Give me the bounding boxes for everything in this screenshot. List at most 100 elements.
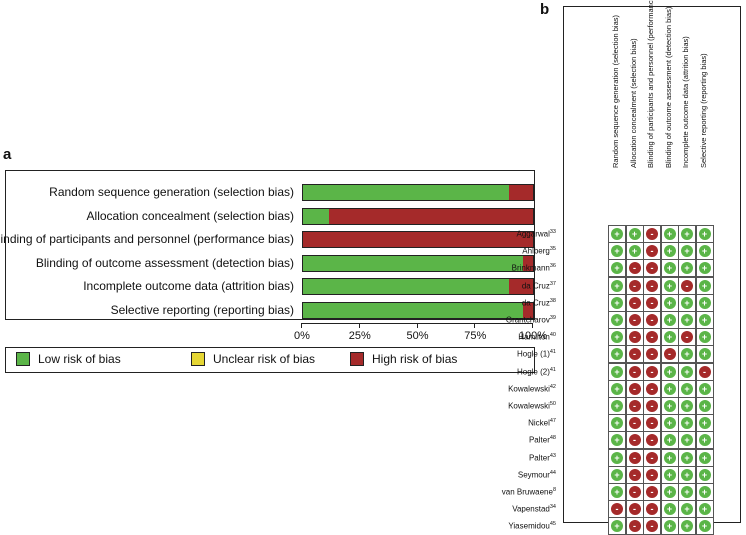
low-risk-marker: + xyxy=(663,400,676,412)
row-label: Random sequence generation (selection bi… xyxy=(49,185,294,199)
study-name: Palter xyxy=(528,436,550,446)
low-risk-marker: + xyxy=(611,417,623,430)
study-label: Aggarwal33 xyxy=(517,229,556,239)
grid-cell: - xyxy=(643,483,661,501)
high-risk-marker: - xyxy=(646,451,658,464)
high-risk-marker: - xyxy=(628,365,641,378)
study-reference: 45 xyxy=(549,521,556,528)
low-risk-marker: + xyxy=(698,314,711,326)
low-risk-marker: + xyxy=(698,262,711,275)
stacked-bar xyxy=(302,254,534,272)
low-risk-marker: + xyxy=(681,400,693,412)
x-tick-label: 25% xyxy=(348,330,371,342)
grid-cell: + xyxy=(695,379,714,398)
grid-cell: + xyxy=(660,311,679,329)
study-name: Kowalewski xyxy=(508,401,550,411)
grid-cell: - xyxy=(643,500,661,519)
low-risk-marker: + xyxy=(681,434,693,447)
panel-a-label: a xyxy=(3,146,12,163)
grid-cell: + xyxy=(678,293,696,312)
grid-cell: + xyxy=(608,379,626,398)
high-risk-marker: - xyxy=(628,468,641,481)
high-risk-marker: - xyxy=(628,520,641,533)
x-tick-label: 75% xyxy=(464,330,487,342)
high-risk-marker: - xyxy=(646,348,658,361)
grid-cell: + xyxy=(660,500,679,519)
low-risk-marker: + xyxy=(681,451,693,464)
bar-segment xyxy=(303,279,510,294)
x-tick-label: 0% xyxy=(294,330,310,342)
grid-cell: - xyxy=(643,362,661,381)
bar-segment xyxy=(328,208,533,224)
high-risk-marker: - xyxy=(628,434,641,447)
grid-cell: - xyxy=(678,328,696,347)
grid-cell: + xyxy=(660,259,679,278)
grid-cell: + xyxy=(695,431,714,450)
grid-cell: + xyxy=(660,431,679,450)
low-risk-marker: + xyxy=(698,503,711,516)
high-risk-marker: - xyxy=(628,331,641,344)
grid-cell: - xyxy=(625,328,644,347)
low-risk-marker: + xyxy=(681,262,693,275)
grid-cell: + xyxy=(695,328,714,347)
high-risk-marker: - xyxy=(698,365,711,378)
grid-cell: + xyxy=(608,397,626,415)
study-reference: 50 xyxy=(549,401,556,407)
high-risk-marker: - xyxy=(646,331,658,344)
grid-cell: + xyxy=(695,517,714,535)
low-risk-marker: + xyxy=(698,468,711,481)
study-label: Kowalewski50 xyxy=(508,401,556,411)
high-risk-marker: - xyxy=(646,503,658,516)
legend-label: Unclear risk of bias xyxy=(213,352,316,366)
study-name: Ahlberg xyxy=(522,246,550,256)
grid-cell: - xyxy=(678,276,696,295)
bar-segment xyxy=(303,232,533,247)
high-risk-marker: - xyxy=(646,468,658,481)
grid-cell: + xyxy=(608,276,626,295)
high-risk-marker: - xyxy=(646,279,658,292)
low-risk-marker: + xyxy=(663,331,676,344)
stacked-bar xyxy=(302,184,534,201)
high-risk-marker: - xyxy=(628,400,641,412)
high-risk-marker: - xyxy=(681,279,693,292)
x-tick xyxy=(532,323,533,328)
grid-cell: + xyxy=(678,414,696,433)
bar-segment xyxy=(523,255,533,271)
grid-cell: + xyxy=(608,293,626,312)
legend-swatch xyxy=(16,352,30,366)
grid-cell: - xyxy=(643,225,661,243)
legend-label: High risk of bias xyxy=(372,352,458,366)
study-name: van Bruwaene xyxy=(501,487,553,497)
legend: Low risk of bias Unclear risk of bias High… xyxy=(5,347,535,373)
low-risk-marker: + xyxy=(681,314,693,326)
bar-segment xyxy=(523,302,533,318)
low-risk-marker: + xyxy=(611,314,623,326)
study-reference: 34 xyxy=(549,504,556,511)
grid-cell: + xyxy=(660,242,679,261)
study-reference: 39 xyxy=(549,315,556,321)
high-risk-marker: - xyxy=(628,503,641,516)
low-risk-marker: + xyxy=(698,296,711,309)
grid-cell: - xyxy=(625,483,644,501)
high-risk-marker: - xyxy=(628,348,641,361)
study-label: Hamilton40 xyxy=(518,332,556,342)
low-risk-marker: + xyxy=(663,262,676,275)
stacked-bar xyxy=(302,301,534,319)
grid-cell: + xyxy=(660,483,679,501)
grid-cell: + xyxy=(608,311,626,329)
grid-cell: - xyxy=(625,500,644,519)
legend-item: High risk of bias xyxy=(350,352,457,366)
low-risk-marker: + xyxy=(611,296,623,309)
grid-cell: - xyxy=(625,517,644,535)
grid-cell: - xyxy=(625,311,644,329)
grid-cell: + xyxy=(625,242,644,261)
study-reference: 41 xyxy=(549,349,556,356)
grid-cell: + xyxy=(608,431,626,450)
grid-cell: - xyxy=(625,414,644,433)
study-reference: 8 xyxy=(552,487,556,493)
low-risk-marker: + xyxy=(663,486,676,498)
low-risk-marker: + xyxy=(698,348,711,361)
grid-cell: + xyxy=(660,225,679,243)
grid-cell: - xyxy=(625,259,644,278)
high-risk-marker: - xyxy=(646,434,658,447)
